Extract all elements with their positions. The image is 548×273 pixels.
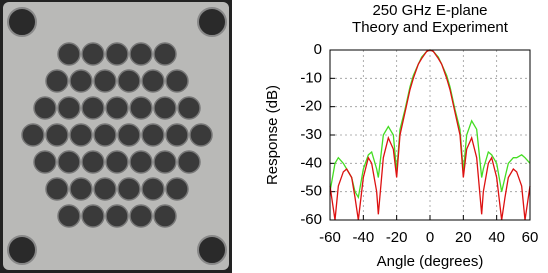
corner-hole bbox=[197, 235, 227, 265]
hole bbox=[141, 123, 165, 147]
y-tick-label: -30 bbox=[300, 126, 322, 143]
hole bbox=[177, 96, 201, 120]
hole bbox=[33, 96, 57, 120]
y-tick-label: -20 bbox=[300, 98, 322, 115]
x-axis-label: Angle (degrees) bbox=[377, 253, 484, 270]
hole bbox=[117, 123, 141, 147]
hole bbox=[45, 177, 69, 201]
hole bbox=[57, 96, 81, 120]
hole bbox=[141, 177, 165, 201]
hole bbox=[153, 204, 177, 228]
hole bbox=[69, 123, 93, 147]
hole bbox=[165, 177, 189, 201]
hole bbox=[57, 150, 81, 174]
hole bbox=[153, 96, 177, 120]
x-tick-label: 60 bbox=[522, 229, 539, 246]
corner-hole bbox=[7, 7, 37, 37]
hole bbox=[57, 204, 81, 228]
hole bbox=[165, 69, 189, 93]
plot-frame bbox=[329, 49, 531, 221]
hole bbox=[33, 150, 57, 174]
hole bbox=[45, 123, 69, 147]
photo bbox=[0, 0, 232, 273]
hole bbox=[117, 177, 141, 201]
hole bbox=[105, 204, 129, 228]
y-tick-label: -50 bbox=[300, 183, 322, 200]
hole bbox=[69, 177, 93, 201]
hole bbox=[93, 123, 117, 147]
corner-hole bbox=[197, 7, 227, 37]
hole bbox=[45, 69, 69, 93]
hole bbox=[81, 96, 105, 120]
chart-subtitle: Theory and Experiment bbox=[352, 19, 509, 36]
hole bbox=[189, 123, 213, 147]
hole bbox=[81, 150, 105, 174]
hole bbox=[93, 69, 117, 93]
hole bbox=[105, 42, 129, 66]
chart-title: 250 GHz E-plane bbox=[372, 2, 487, 19]
hole bbox=[81, 204, 105, 228]
hole bbox=[57, 42, 81, 66]
hole bbox=[81, 42, 105, 66]
hole bbox=[129, 96, 153, 120]
hole bbox=[153, 150, 177, 174]
hole bbox=[105, 150, 129, 174]
x-tick-label: -60 bbox=[319, 229, 341, 246]
x-tick-label: 40 bbox=[488, 229, 505, 246]
y-tick-label: 0 bbox=[314, 41, 322, 58]
x-tick-label: 0 bbox=[426, 229, 434, 246]
x-tick-label: -20 bbox=[386, 229, 408, 246]
hole bbox=[105, 96, 129, 120]
hole bbox=[177, 150, 201, 174]
hole bbox=[129, 150, 153, 174]
y-tick-label: -10 bbox=[300, 69, 322, 86]
hole bbox=[117, 69, 141, 93]
corner-hole bbox=[7, 235, 37, 265]
hole bbox=[93, 177, 117, 201]
hole bbox=[21, 123, 45, 147]
x-tick-label: 20 bbox=[455, 229, 472, 246]
hole bbox=[153, 42, 177, 66]
hole bbox=[165, 123, 189, 147]
y-axis-label: Response (dB) bbox=[264, 85, 281, 185]
hole bbox=[141, 69, 165, 93]
hole bbox=[129, 42, 153, 66]
hole bbox=[69, 69, 93, 93]
y-tick-label: -40 bbox=[300, 154, 322, 171]
x-tick-label: -40 bbox=[352, 229, 374, 246]
y-tick-label: -60 bbox=[300, 211, 322, 228]
hole bbox=[129, 204, 153, 228]
